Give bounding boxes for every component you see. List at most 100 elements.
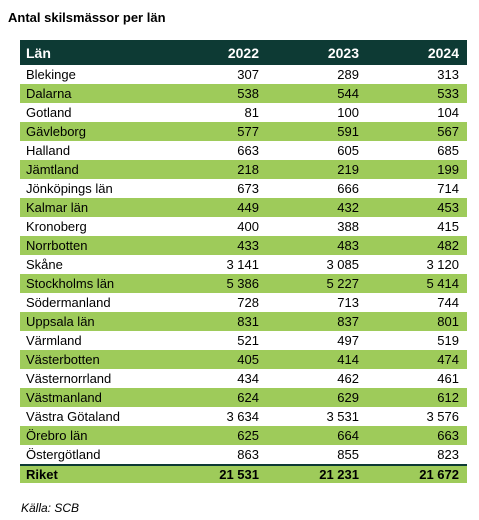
cell-2024: 461 [437, 371, 459, 386]
cell-2022: 5 386 [167, 274, 267, 293]
cell-2022: 3 634 [226, 409, 259, 424]
cell-2024: 533 [367, 84, 467, 103]
cell-2022: 728 [237, 295, 259, 310]
cell-2022: 521 [237, 333, 259, 348]
cell-2024: 823 [437, 447, 459, 462]
cell-2023: 462 [337, 371, 359, 386]
table-total-row: Riket 21 531 21 231 21 672 [20, 464, 467, 483]
column-header-2023: 2023 [267, 40, 367, 65]
cell-2023: 3 085 [326, 257, 359, 272]
cell-2022: 405 [167, 350, 267, 369]
cell-2023: 219 [267, 160, 367, 179]
table-header-row: Län 2022 2023 2024 [20, 40, 467, 65]
cell-lan: Dalarna [20, 84, 167, 103]
cell-2023: 605 [337, 143, 359, 158]
table-row: Blekinge 307 289 313 [20, 65, 467, 84]
table-row: Uppsala län 831 837 801 [20, 312, 467, 331]
cell-2024: 744 [437, 295, 459, 310]
cell-lan: Kalmar län [20, 198, 167, 217]
cell-2023: 664 [267, 426, 367, 445]
table-row: Gävleborg 577 591 567 [20, 122, 467, 141]
cell-2022: 434 [237, 371, 259, 386]
table-row: Värmland 521 497 519 [20, 331, 467, 350]
table-row: Stockholms län 5 386 5 227 5 414 [20, 274, 467, 293]
cell-2023: 483 [267, 236, 367, 255]
cell-2023: 100 [337, 105, 359, 120]
cell-lan: Uppsala län [20, 312, 167, 331]
cell-lan: Örebro län [20, 426, 167, 445]
table-row: Skåne 3 141 3 085 3 120 [20, 255, 467, 274]
table-row: Södermanland 728 713 744 [20, 293, 467, 312]
cell-lan: Stockholms län [20, 274, 167, 293]
cell-2022: 81 [244, 105, 259, 120]
cell-2024: 663 [367, 426, 467, 445]
cell-lan: Västmanland [20, 388, 167, 407]
cell-2022: 831 [167, 312, 267, 331]
cell-lan: Kronoberg [26, 219, 87, 234]
column-header-2022: 2022 [167, 40, 267, 65]
cell-2023: 591 [267, 122, 367, 141]
table-title: Antal skilsmässor per län [8, 10, 166, 25]
table-row: Västra Götaland 3 634 3 531 3 576 [20, 407, 467, 426]
table-row: Östergötland 863 855 823 [20, 445, 467, 465]
cell-lan: Västernorrland [26, 371, 112, 386]
cell-2024: 519 [437, 333, 459, 348]
cell-2024: 474 [367, 350, 467, 369]
cell-2022: 624 [167, 388, 267, 407]
cell-2024: 313 [437, 67, 459, 82]
cell-2023: 289 [337, 67, 359, 82]
table-row: Västernorrland 434 462 461 [20, 369, 467, 388]
cell-2024: 3 576 [426, 409, 459, 424]
cell-lan: Södermanland [26, 295, 111, 310]
cell-2024: 453 [367, 198, 467, 217]
table-row: Västerbotten 405 414 474 [20, 350, 467, 369]
divorces-table: Län 2022 2023 2024 Blekinge 307 289 313 Dala… [20, 40, 467, 483]
table-row: Jönköpings län 673 666 714 [20, 179, 467, 198]
cell-2022: 307 [237, 67, 259, 82]
cell-2024: 685 [437, 143, 459, 158]
cell-2023: 544 [267, 84, 367, 103]
cell-2024: 567 [367, 122, 467, 141]
cell-2022: 625 [167, 426, 267, 445]
cell-2022: 400 [237, 219, 259, 234]
cell-lan: Västra Götaland [26, 409, 120, 424]
cell-2024: 104 [437, 105, 459, 120]
cell-lan: Gotland [26, 105, 72, 120]
total-cell-2024: 21 672 [367, 464, 467, 483]
cell-lan: Värmland [26, 333, 82, 348]
table-row: Kronoberg 400 388 415 [20, 217, 467, 236]
cell-2023: 5 227 [267, 274, 367, 293]
cell-2024: 482 [367, 236, 467, 255]
cell-lan: Gävleborg [20, 122, 167, 141]
cell-2022: 577 [167, 122, 267, 141]
table-row: Dalarna 538 544 533 [20, 84, 467, 103]
table-row: Örebro län 625 664 663 [20, 426, 467, 445]
cell-lan: Norrbotten [20, 236, 167, 255]
table-row: Halland 663 605 685 [20, 141, 467, 160]
cell-2024: 801 [367, 312, 467, 331]
cell-2022: 449 [167, 198, 267, 217]
cell-2024: 714 [437, 181, 459, 196]
cell-2023: 855 [337, 447, 359, 462]
total-cell-2022: 21 531 [167, 464, 267, 483]
cell-2023: 629 [267, 388, 367, 407]
cell-lan: Skåne [26, 257, 63, 272]
cell-lan: Jönköpings län [26, 181, 113, 196]
cell-2022: 863 [237, 447, 259, 462]
cell-lan: Halland [26, 143, 71, 158]
cell-2024: 3 120 [426, 257, 459, 272]
cell-2023: 837 [267, 312, 367, 331]
cell-2024: 612 [367, 388, 467, 407]
table-row: Västmanland 624 629 612 [20, 388, 467, 407]
cell-2022: 3 141 [226, 257, 259, 272]
cell-2023: 388 [337, 219, 359, 234]
cell-2022: 663 [237, 143, 259, 158]
table-row: Kalmar län 449 432 453 [20, 198, 467, 217]
cell-2023: 432 [267, 198, 367, 217]
cell-2024: 5 414 [367, 274, 467, 293]
cell-2023: 713 [337, 295, 359, 310]
source-note: Källa: SCB [21, 501, 80, 515]
column-header-2024: 2024 [367, 40, 467, 65]
cell-2022: 218 [167, 160, 267, 179]
total-cell-2023: 21 231 [267, 464, 367, 483]
